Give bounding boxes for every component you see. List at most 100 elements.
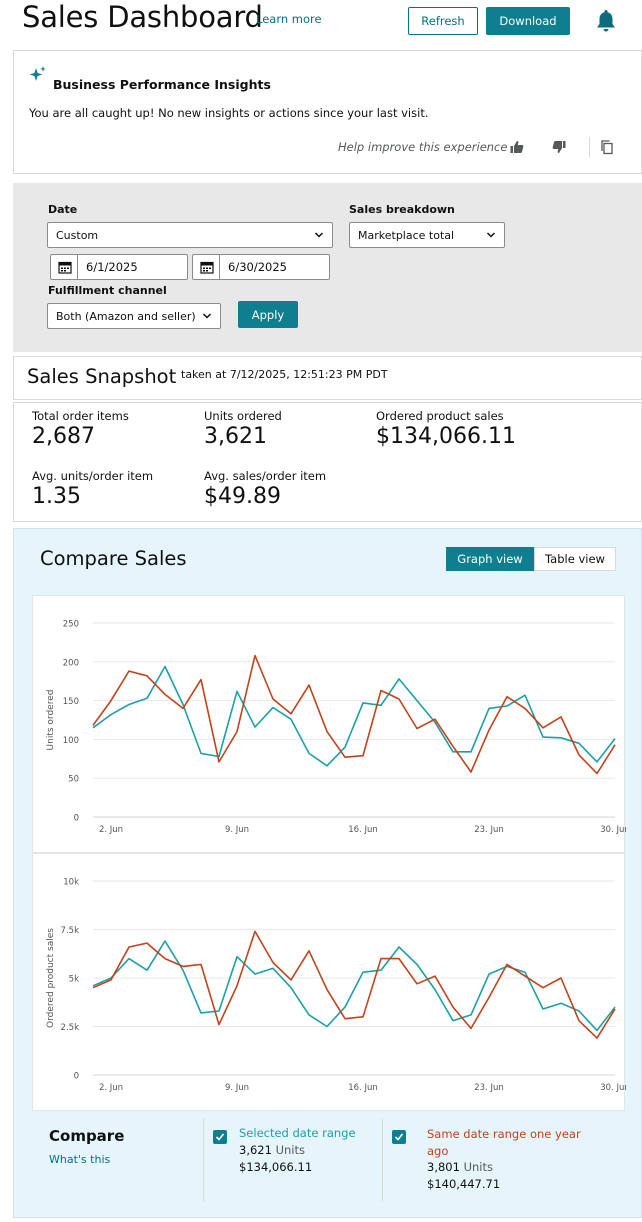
chevron-down-icon xyxy=(202,313,212,319)
end-date-input[interactable]: 6/30/2025 xyxy=(192,254,330,280)
start-date-input[interactable]: 6/1/2025 xyxy=(50,254,188,280)
x-tick-label: 2. Jun xyxy=(99,1083,123,1093)
series-line-previous xyxy=(92,654,616,775)
page-header: Sales Dashboard Learn more Refresh Downl… xyxy=(0,0,642,46)
units-label: Units xyxy=(463,1160,493,1174)
bell-icon[interactable] xyxy=(594,8,618,34)
y-tick-label: 250 xyxy=(63,620,79,630)
metric-value: $134,066.11 xyxy=(376,424,516,449)
feedback-prompt: Help improve this experience xyxy=(338,140,508,154)
date-select-value: Custom xyxy=(56,228,99,242)
y-tick-label: 5k xyxy=(69,975,79,985)
metric-label: Avg. units/order item xyxy=(32,469,154,483)
y-tick-label: 100 xyxy=(63,736,79,746)
breakdown-label: Sales breakdown xyxy=(349,203,455,216)
metric-value: 3,621 xyxy=(204,424,267,449)
selected-range-checkbox[interactable] xyxy=(213,1130,227,1144)
previous-range-title: Same date range one year ago xyxy=(427,1127,581,1158)
divider xyxy=(77,255,78,279)
end-date-value: 6/30/2025 xyxy=(228,260,287,274)
copy-icon[interactable] xyxy=(599,139,615,155)
previous-units-value: 3,801 xyxy=(427,1160,460,1174)
x-tick-label: 9. Jun xyxy=(225,825,249,835)
units-chart-card: 0 50 100 150 200 250 2. Jun 9. Jun 16. Jun 23. Ju… xyxy=(32,595,626,853)
channel-label: Fulfillment channel xyxy=(48,284,167,297)
snapshot-timestamp: taken at 7/12/2025, 12:51:23 PM PDT xyxy=(181,368,388,381)
divider xyxy=(219,255,220,279)
sales-chart-card: 0 2.5k 5k 7.5k 10k 2. Jun 9. Jun 16. Jun 23. Jun… xyxy=(32,853,626,1111)
date-select[interactable]: Custom xyxy=(47,222,333,248)
selected-range-units: 3,621 Units xyxy=(239,1143,305,1157)
checkmark-icon xyxy=(394,1133,404,1141)
thumbs-up-icon[interactable] xyxy=(509,139,525,155)
date-label: Date xyxy=(48,203,78,216)
snapshot-metrics: Total order items 2,687 Units ordered 3,… xyxy=(13,402,642,522)
y-axis-label: Units ordered xyxy=(46,690,56,751)
x-tick-label: 30. Jun xyxy=(600,1083,626,1093)
compare-footer-title: Compare xyxy=(49,1127,125,1145)
y-tick-label: 10k xyxy=(63,878,79,888)
x-tick-label: 23. Jun xyxy=(474,1083,504,1093)
table-view-tab[interactable]: Table view xyxy=(534,547,616,571)
checkmark-icon xyxy=(215,1133,225,1141)
y-tick-label: 150 xyxy=(63,697,79,707)
thumbs-down-icon[interactable] xyxy=(551,139,567,155)
y-tick-label: 50 xyxy=(68,775,79,785)
series-line-previous xyxy=(92,930,616,1039)
metric-value: 2,687 xyxy=(32,424,95,449)
selected-range-title: Selected date range xyxy=(239,1126,356,1140)
compare-sales-panel: Compare Sales Graph view Table view 0 50 1… xyxy=(13,528,642,1218)
previous-range-sales: $140,447.71 xyxy=(427,1177,501,1191)
divider xyxy=(589,137,590,157)
divider xyxy=(203,1119,204,1201)
metric-value: 1.35 xyxy=(32,484,81,509)
x-tick-label: 23. Jun xyxy=(474,825,504,835)
graph-view-tab[interactable]: Graph view xyxy=(446,547,534,571)
series-line-selected xyxy=(92,665,616,767)
compare-legend: Compare What's this Selected date range … xyxy=(32,1111,625,1211)
metric-label: Units ordered xyxy=(204,409,282,423)
metric-label: Avg. sales/order item xyxy=(204,469,327,483)
y-tick-label: 2.5k xyxy=(61,1023,80,1033)
previous-range-units: 3,801 Units xyxy=(427,1160,493,1174)
metric-label: Ordered product sales xyxy=(376,409,504,423)
x-tick-label: 2. Jun xyxy=(99,825,123,835)
insights-message: You are all caught up! No new insights o… xyxy=(29,106,429,120)
sales-chart: 0 2.5k 5k 7.5k 10k 2. Jun 9. Jun 16. Jun 23. Jun… xyxy=(46,878,626,1094)
y-tick-label: 0 xyxy=(74,1072,79,1082)
snapshot-title: Sales Snapshot xyxy=(27,365,177,388)
snapshot-header: Sales Snapshot taken at 7/12/2025, 12:51… xyxy=(13,356,642,400)
x-tick-label: 9. Jun xyxy=(225,1083,249,1093)
channel-select-value: Both (Amazon and seller) xyxy=(56,309,196,323)
calendar-icon xyxy=(58,261,72,274)
divider xyxy=(382,1119,383,1201)
insights-title: Business Performance Insights xyxy=(53,77,271,92)
calendar-icon xyxy=(200,261,214,274)
learn-more-link[interactable]: Learn more xyxy=(256,12,322,26)
refresh-button[interactable]: Refresh xyxy=(408,7,478,35)
selected-units-value: 3,621 xyxy=(239,1143,272,1157)
units-label: Units xyxy=(275,1143,305,1157)
start-date-value: 6/1/2025 xyxy=(86,260,138,274)
compare-title: Compare Sales xyxy=(40,547,187,570)
sparkle-icon xyxy=(29,66,46,81)
metric-label: Total order items xyxy=(32,409,129,423)
breakdown-select[interactable]: Marketplace total xyxy=(349,222,505,248)
selected-range-sales: $134,066.11 xyxy=(239,1160,313,1174)
chevron-down-icon xyxy=(314,232,324,238)
breakdown-select-value: Marketplace total xyxy=(358,228,455,242)
metric-value: $49.89 xyxy=(204,484,281,509)
x-tick-label: 30. Jun xyxy=(600,825,626,835)
download-button[interactable]: Download xyxy=(486,7,570,35)
x-tick-label: 16. Jun xyxy=(348,825,378,835)
y-tick-label: 0 xyxy=(74,814,79,824)
channel-select[interactable]: Both (Amazon and seller) xyxy=(47,303,221,329)
insights-card: Business Performance Insights You are al… xyxy=(13,50,642,174)
apply-button[interactable]: Apply xyxy=(238,301,298,328)
y-axis-label: Ordered product sales xyxy=(46,928,56,1028)
y-tick-label: 7.5k xyxy=(61,926,80,936)
whats-this-link[interactable]: What's this xyxy=(49,1153,111,1166)
previous-range-checkbox[interactable] xyxy=(392,1130,406,1144)
y-tick-label: 200 xyxy=(63,658,79,668)
units-chart: 0 50 100 150 200 250 2. Jun 9. Jun 16. Jun 23. Ju… xyxy=(46,620,626,836)
